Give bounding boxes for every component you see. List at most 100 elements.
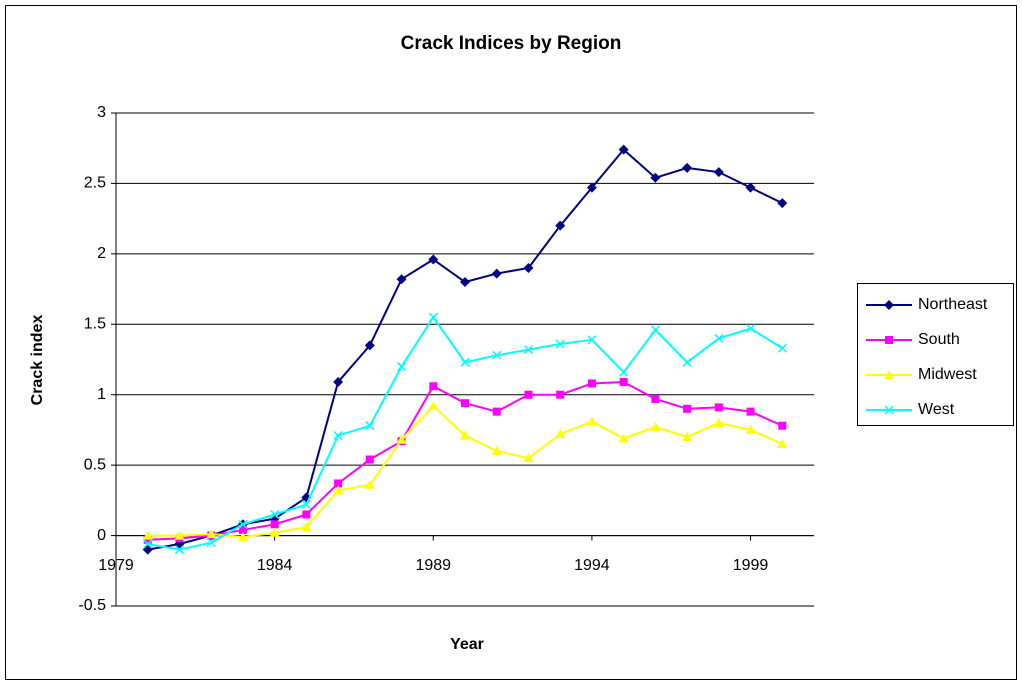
marker [365,455,374,464]
y-tick-label: 0.5 [84,456,106,473]
marker [524,390,533,399]
marker [174,545,184,555]
marker [269,527,280,537]
marker [884,300,894,310]
marker [364,340,375,351]
marker [650,325,660,335]
y-tick-label: 0 [97,527,106,544]
marker [587,379,596,388]
marker [396,434,407,444]
marker [682,431,693,441]
marker [555,429,566,439]
marker [523,453,534,463]
marker [587,335,597,345]
marker [397,362,407,372]
marker [619,367,629,377]
x-tick-label: 1979 [98,557,134,574]
legend-label: West [918,401,955,418]
marker [777,439,788,449]
marker [682,162,693,173]
marker [746,323,756,334]
y-tick-label: 2.5 [84,175,106,192]
marker [238,519,248,529]
x-tick-label: 1989 [415,557,451,574]
legend-label: South [918,331,960,348]
chart-border [5,5,1017,680]
y-axis-title: Crack index [29,315,46,406]
marker [206,538,216,548]
marker [586,416,597,426]
x-tick-label: 1999 [733,557,769,574]
marker [237,531,248,541]
marker [428,400,439,410]
marker [492,407,501,416]
marker [301,522,312,532]
marker [365,421,375,431]
marker [428,312,438,322]
marker [713,167,724,178]
y-tick-label: 2 [97,245,106,262]
marker [270,509,280,519]
marker [301,500,311,510]
marker [778,421,787,430]
marker [206,529,217,539]
marker [238,525,247,534]
marker [302,510,311,519]
marker [682,357,692,367]
marker [492,350,502,360]
marker [491,268,502,279]
marker [143,535,152,544]
marker [174,530,185,540]
marker [429,382,438,391]
marker [270,520,279,529]
marker [143,539,153,549]
marker [683,404,692,413]
marker [777,198,788,209]
marker [461,399,469,408]
marker [334,479,343,488]
legend-label: Northeast [918,296,988,313]
marker [555,220,566,231]
y-tick-label: -0.5 [78,597,106,614]
marker [333,431,343,441]
marker [555,339,565,349]
marker [746,407,755,416]
marker [333,485,344,495]
chart-title: Crack Indices by Region [401,33,622,54]
y-tick-label: 1.5 [84,316,106,333]
marker [745,424,756,434]
marker [777,343,787,353]
marker [142,530,153,540]
marker [884,405,894,415]
marker [460,357,470,367]
marker [618,144,629,155]
marker [650,422,661,432]
marker [523,262,534,273]
marker [650,172,661,183]
x-tick-label: 1994 [574,557,610,574]
marker [333,377,344,388]
marker [523,345,533,355]
legend-label: Midwest [918,366,977,383]
marker [491,446,502,456]
marker [713,417,724,427]
marker [460,430,470,440]
marker [745,182,756,193]
y-tick-label: 3 [97,104,106,121]
marker [396,274,407,285]
marker [618,433,629,443]
marker [714,403,723,412]
legend-box [857,283,1014,426]
marker [556,390,565,399]
marker [364,479,375,489]
marker [651,394,660,403]
marker [884,370,894,379]
marker [460,277,470,288]
y-tick-label: 1 [97,386,106,403]
x-tick-label: 1984 [257,557,293,574]
marker [428,254,439,265]
marker [586,182,597,193]
marker [619,378,628,387]
marker [885,336,893,344]
